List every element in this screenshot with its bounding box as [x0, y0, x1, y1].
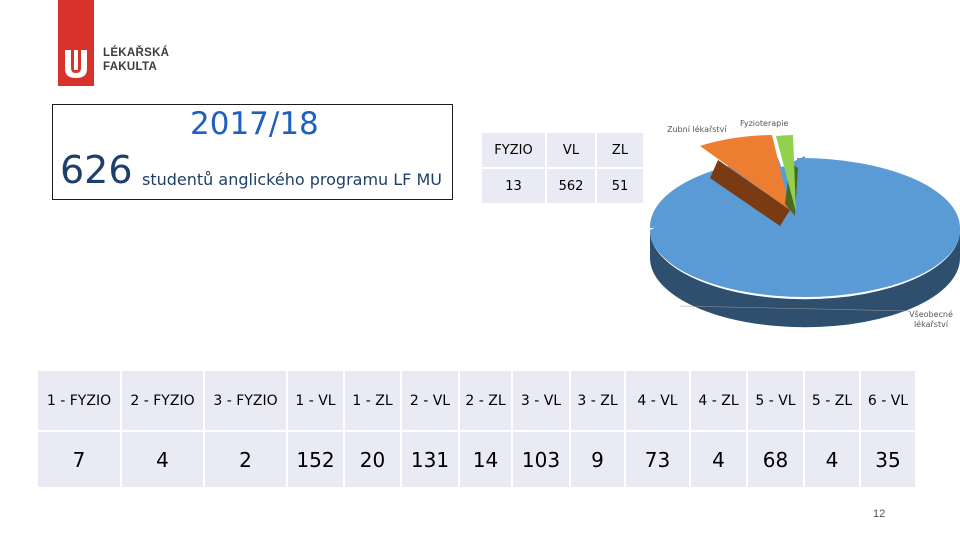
academic-year: 2017/18: [190, 106, 319, 142]
col-value: 131: [402, 432, 458, 487]
header-zl: ZL: [597, 133, 643, 167]
logo-line-2: FAKULTA: [103, 61, 158, 73]
col-value: 4: [122, 432, 203, 487]
col-header: 3 - FYZIO: [205, 371, 286, 430]
col-header: 4 - VL: [626, 371, 689, 430]
col-value: 2: [205, 432, 286, 487]
col-value: 103: [513, 432, 569, 487]
col-value: 9: [571, 432, 624, 487]
mu-logo-icon: [65, 50, 87, 78]
col-header: 5 - VL: [748, 371, 803, 430]
pie-slice-vl-side: [650, 230, 960, 328]
pie-slice-vl: [649, 156, 960, 297]
faculty-name: LÉKAŘSKÁ FAKULTA: [103, 46, 169, 74]
col-header: 4 - ZL: [691, 371, 746, 430]
pie-label-vl: Všeobecné lékařství: [909, 310, 953, 329]
pie-label-fyzio: Fyzioterapie: [740, 119, 789, 128]
col-value: 7: [38, 432, 120, 487]
value-zl: 51: [597, 169, 643, 203]
pie-slice-fyzio: [776, 135, 796, 212]
col-value: 152: [288, 432, 343, 487]
col-header: 3 - VL: [513, 371, 569, 430]
value-fyzio: 13: [482, 169, 545, 203]
program-pie-chart: [649, 135, 960, 328]
page-number: 12: [873, 508, 886, 520]
col-header: 1 - ZL: [345, 371, 400, 430]
value-vl: 562: [547, 169, 595, 203]
col-header: 2 - VL: [402, 371, 458, 430]
pie-label-zl: Zubní lékařství: [667, 125, 727, 134]
col-header: 3 - ZL: [571, 371, 624, 430]
col-value: 4: [691, 432, 746, 487]
col-header: 2 - ZL: [460, 371, 511, 430]
header-vl: VL: [547, 133, 595, 167]
year-breakdown-table: 1 - FYZIO 2 - FYZIO 3 - FYZIO 1 - VL 1 -…: [36, 369, 917, 489]
col-header: 1 - FYZIO: [38, 371, 120, 430]
summary-box: [52, 104, 453, 200]
program-totals-table: FYZIO VL ZL 13 562 51: [480, 131, 645, 205]
col-value: 35: [861, 432, 915, 487]
col-value: 20: [345, 432, 400, 487]
col-header: 2 - FYZIO: [122, 371, 203, 430]
col-value: 73: [626, 432, 689, 487]
total-students: 626: [60, 148, 133, 192]
col-value: 4: [805, 432, 859, 487]
col-header: 1 - VL: [288, 371, 343, 430]
col-header: 5 - ZL: [805, 371, 859, 430]
faculty-logo: [58, 0, 94, 86]
total-students-label: studentů anglického programu LF MU: [142, 170, 442, 189]
logo-line-1: LÉKAŘSKÁ: [103, 47, 170, 59]
header-fyzio: FYZIO: [482, 133, 545, 167]
pie-slice-zl: [700, 135, 790, 210]
col-value: 68: [748, 432, 803, 487]
col-value: 14: [460, 432, 511, 487]
col-header: 6 - VL: [861, 371, 915, 430]
pie-slice-zl-side: [710, 160, 790, 226]
